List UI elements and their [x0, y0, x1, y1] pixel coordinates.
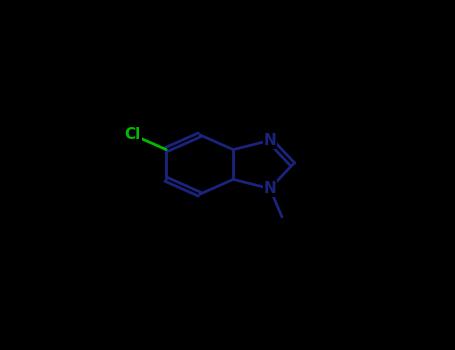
Text: Cl: Cl — [125, 127, 141, 142]
Text: N: N — [263, 181, 276, 196]
Text: N: N — [263, 133, 276, 148]
